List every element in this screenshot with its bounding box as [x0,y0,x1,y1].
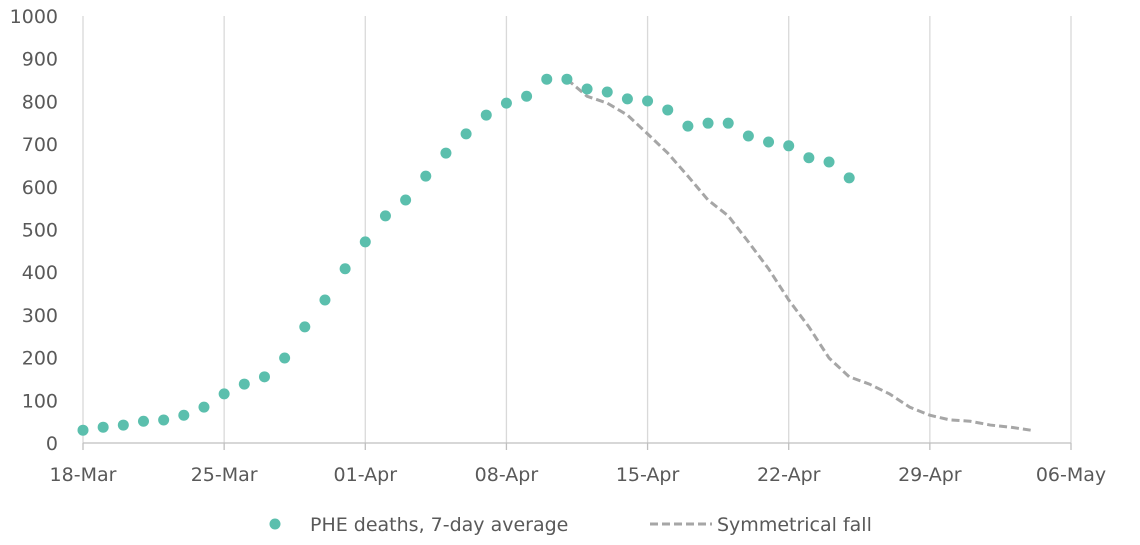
deaths-point [742,130,754,142]
deaths-point [218,388,230,400]
y-tick-label: 200 [22,348,58,370]
deaths-point [561,73,573,85]
deaths-point [500,97,512,109]
deaths-point [359,236,371,248]
deaths-point [299,321,311,333]
x-tick-label: 29-Apr [898,464,962,486]
deaths-point [783,140,795,152]
y-tick-label: 0 [46,433,58,455]
deaths-point [823,156,835,168]
deaths-point [722,117,734,129]
y-tick-label: 300 [22,305,58,327]
y-tick-label: 1000 [10,6,58,28]
deaths-point [339,263,351,275]
deaths-point [642,95,654,107]
deaths-point [662,104,674,116]
deaths-point [158,414,170,426]
y-tick-label: 700 [22,134,58,156]
deaths-point [137,415,149,427]
deaths-point [460,128,472,140]
deaths-point [117,419,129,431]
deaths-point [440,147,452,159]
y-tick-label: 600 [22,177,58,199]
deaths-point [258,371,270,383]
y-tick-label: 100 [22,390,58,412]
deaths-point [702,117,714,129]
legend-label-deaths: PHE deaths, 7-day average [310,514,568,536]
deaths-point [379,210,391,222]
deaths-point [763,136,775,148]
x-tick-label: 01-Apr [334,464,398,486]
x-tick-label: 18-Mar [50,464,117,486]
deaths-point [621,93,633,105]
deaths-point [400,194,412,206]
legend-marker-deaths [269,518,281,530]
deaths-point [77,424,89,436]
deaths-point [238,378,250,390]
deaths-point [97,421,109,433]
y-tick-label: 800 [22,91,58,113]
symmetrical-fall-line [565,78,1031,432]
deaths-point [541,73,553,85]
deaths-point [420,170,432,182]
deaths-point [198,401,210,413]
x-tick-label: 25-Mar [191,464,258,486]
deaths-point [581,83,593,95]
y-tick-label: 900 [22,49,58,71]
y-tick-label: 400 [22,262,58,284]
deaths-point [601,86,613,98]
x-tick-label: 06-May [1036,464,1106,486]
deaths-point [521,90,533,102]
deaths-point [843,172,855,184]
x-tick-label: 22-Apr [757,464,821,486]
deaths-point [803,152,815,164]
deaths-point [480,109,492,121]
y-tick-label: 500 [22,220,58,242]
x-tick-label: 15-Apr [616,464,680,486]
deaths-point [279,352,291,364]
deaths-point [178,409,190,421]
x-tick-label: 08-Apr [475,464,539,486]
deaths-point [682,120,694,132]
deaths-point [319,294,331,306]
legend-label-symmetric: Symmetrical fall [717,514,872,536]
